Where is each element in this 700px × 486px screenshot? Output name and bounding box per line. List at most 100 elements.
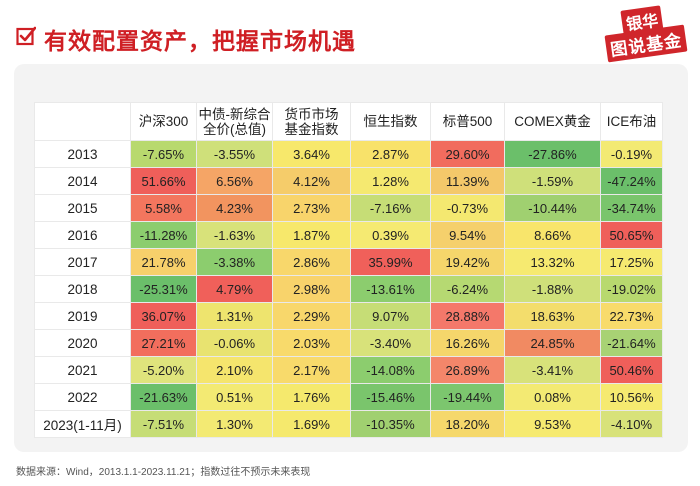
value-cell: 26.89% xyxy=(430,356,505,384)
header: 有效配置资产，把握市场机遇 银华 图说基金 xyxy=(0,0,700,63)
value-cell: 2.10% xyxy=(196,356,273,384)
value-cell: -15.46% xyxy=(350,383,431,411)
value-cell: 24.85% xyxy=(504,329,601,357)
table-row: 2022 -21.63% 0.51% 1.76% -15.46% -19.44% 0.08%… xyxy=(34,383,663,411)
value-cell: -1.88% xyxy=(504,275,601,303)
value-cell: -3.38% xyxy=(196,248,273,276)
value-cell: 2.98% xyxy=(272,275,351,303)
value-cell: 21.78% xyxy=(130,248,197,276)
value-cell: 0.39% xyxy=(350,221,431,249)
logo-bottom-text: 图说基金 xyxy=(604,24,688,63)
page-title: 有效配置资产，把握市场机遇 xyxy=(44,28,356,54)
value-cell: -3.55% xyxy=(196,140,273,168)
year-cell: 2017 xyxy=(34,248,131,276)
value-cell: 50.46% xyxy=(600,356,663,384)
year-cell: 2014 xyxy=(34,167,131,195)
value-cell: -6.24% xyxy=(430,275,505,303)
value-cell: -0.73% xyxy=(430,194,505,222)
table-row: 2018 -25.31% 4.79% 2.98% -13.61% -6.24% -1.88%… xyxy=(34,275,663,303)
column-header: 货币市场 基金指数 xyxy=(272,102,351,141)
value-cell: 17.25% xyxy=(600,248,663,276)
value-cell: 3.64% xyxy=(272,140,351,168)
year-cell: 2020 xyxy=(34,329,131,357)
value-cell: 51.66% xyxy=(130,167,197,195)
column-header: 恒生指数 xyxy=(350,102,431,141)
value-cell: -13.61% xyxy=(350,275,431,303)
year-cell: 2016 xyxy=(34,221,131,249)
value-cell: -25.31% xyxy=(130,275,197,303)
value-cell: 4.79% xyxy=(196,275,273,303)
year-cell: 2022 xyxy=(34,383,131,411)
value-cell: 19.42% xyxy=(430,248,505,276)
value-cell: 0.08% xyxy=(504,383,601,411)
value-cell: 10.56% xyxy=(600,383,663,411)
value-cell: 2.73% xyxy=(272,194,351,222)
table-body: 2013 -7.65% -3.55% 3.64% 2.87% 29.60% -27.86% -… xyxy=(34,140,663,438)
year-cell: 2013 xyxy=(34,140,131,168)
value-cell: -10.44% xyxy=(504,194,601,222)
value-cell: -5.20% xyxy=(130,356,197,384)
value-cell: 28.88% xyxy=(430,302,505,330)
value-cell: 9.54% xyxy=(430,221,505,249)
table-row: 2021 -5.20% 2.10% 2.17% -14.08% 26.89% -3.41% 5… xyxy=(34,356,663,384)
year-cell: 2023(1-11月) xyxy=(34,410,131,438)
value-cell: -19.02% xyxy=(600,275,663,303)
table-row: 2023(1-11月) -7.51% 1.30% 1.69% -10.35% 18.20%… xyxy=(34,410,663,438)
value-cell: 29.60% xyxy=(430,140,505,168)
value-cell: -7.65% xyxy=(130,140,197,168)
value-cell: 1.76% xyxy=(272,383,351,411)
checkbox-icon xyxy=(16,26,36,46)
value-cell: -1.63% xyxy=(196,221,273,249)
value-cell: -0.06% xyxy=(196,329,273,357)
column-header: 中债-新综合 全价(总值) xyxy=(196,102,273,141)
value-cell: -14.08% xyxy=(350,356,431,384)
value-cell: -7.51% xyxy=(130,410,197,438)
value-cell: -3.40% xyxy=(350,329,431,357)
footnote: 数据来源：Wind，2013.1.1-2023.11.21；指数过往不预示未来表… xyxy=(16,467,311,478)
value-cell: -11.28% xyxy=(130,221,197,249)
year-cell: 2015 xyxy=(34,194,131,222)
value-cell: 27.21% xyxy=(130,329,197,357)
table-row: 2017 21.78% -3.38% 2.86% 35.99% 19.42% 13.32% 1… xyxy=(34,248,663,276)
value-cell: 2.03% xyxy=(272,329,351,357)
table-header-row: 沪深300 中债-新综合 全价(总值) 货币市场 基金指数 恒生指数 标普500 COME… xyxy=(34,102,663,141)
value-cell: 5.58% xyxy=(130,194,197,222)
returns-table: 沪深300 中债-新综合 全价(总值) 货币市场 基金指数 恒生指数 标普500 COME… xyxy=(34,102,663,438)
year-cell: 2018 xyxy=(34,275,131,303)
value-cell: 11.39% xyxy=(430,167,505,195)
table-row: 2015 5.58% 4.23% 2.73% -7.16% -0.73% -10.44% -3… xyxy=(34,194,663,222)
table-row: 2020 27.21% -0.06% 2.03% -3.40% 16.26% 24.85% -… xyxy=(34,329,663,357)
value-cell: 1.69% xyxy=(272,410,351,438)
value-cell: 1.30% xyxy=(196,410,273,438)
value-cell: 6.56% xyxy=(196,167,273,195)
value-cell: -21.64% xyxy=(600,329,663,357)
column-header: 标普500 xyxy=(430,102,505,141)
value-cell: -21.63% xyxy=(130,383,197,411)
value-cell: -7.16% xyxy=(350,194,431,222)
value-cell: 2.86% xyxy=(272,248,351,276)
value-cell: 4.12% xyxy=(272,167,351,195)
value-cell: -19.44% xyxy=(430,383,505,411)
year-cell: 2019 xyxy=(34,302,131,330)
value-cell: 18.63% xyxy=(504,302,601,330)
value-cell: 18.20% xyxy=(430,410,505,438)
value-cell: -4.10% xyxy=(600,410,663,438)
table-row: 2019 36.07% 1.31% 2.29% 9.07% 28.88% 18.63% 22.… xyxy=(34,302,663,330)
value-cell: 4.23% xyxy=(196,194,273,222)
value-cell: 35.99% xyxy=(350,248,431,276)
value-cell: -10.35% xyxy=(350,410,431,438)
value-cell: 36.07% xyxy=(130,302,197,330)
value-cell: 2.29% xyxy=(272,302,351,330)
value-cell: 13.32% xyxy=(504,248,601,276)
value-cell: -3.41% xyxy=(504,356,601,384)
year-cell: 2021 xyxy=(34,356,131,384)
value-cell: -0.19% xyxy=(600,140,663,168)
value-cell: 0.51% xyxy=(196,383,273,411)
value-cell: 1.28% xyxy=(350,167,431,195)
table-row: 2014 51.66% 6.56% 4.12% 1.28% 11.39% -1.59% -47… xyxy=(34,167,663,195)
value-cell: 8.66% xyxy=(504,221,601,249)
value-cell: 16.26% xyxy=(430,329,505,357)
value-cell: 50.65% xyxy=(600,221,663,249)
value-cell: -27.86% xyxy=(504,140,601,168)
value-cell: 1.31% xyxy=(196,302,273,330)
